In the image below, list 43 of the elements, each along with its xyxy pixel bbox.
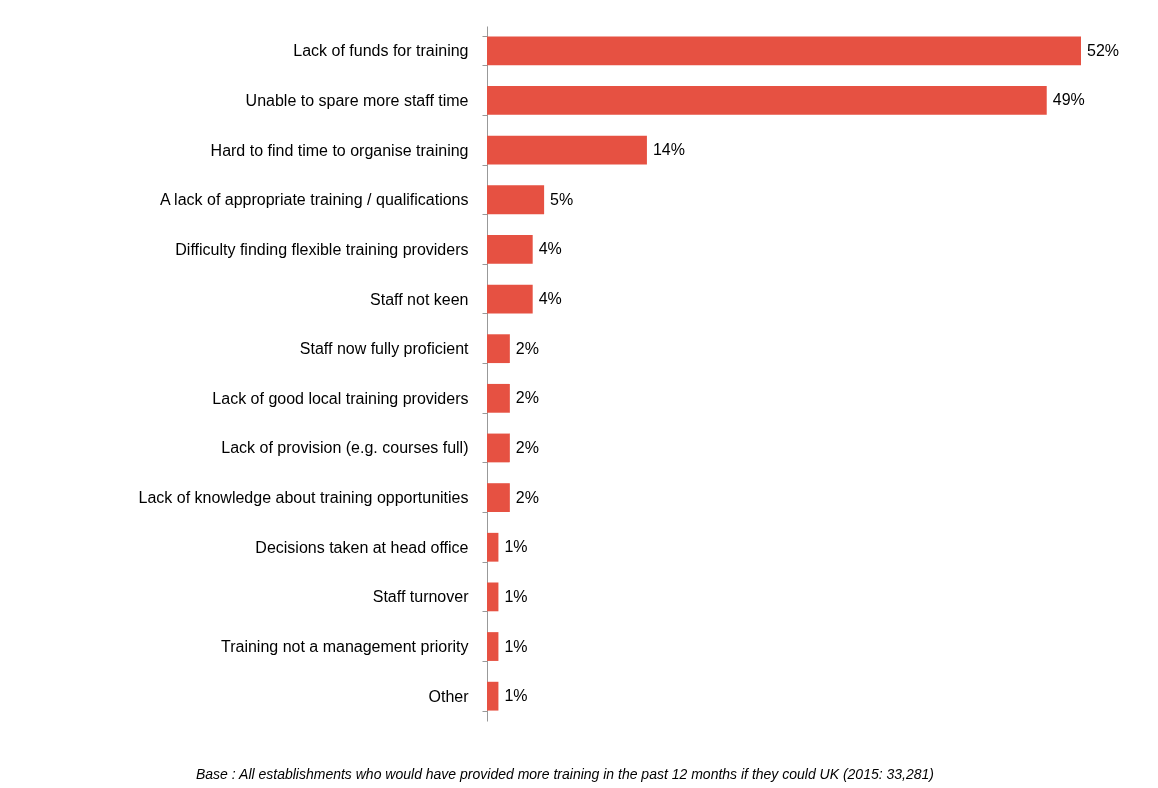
data-label: 1%: [504, 637, 528, 655]
bar: [487, 86, 1047, 115]
text: Base : All establishments who would have provided more training in the past 12 months if they could UK (2015: 33,281): [195, 766, 935, 782]
y-tick-label: Training not a management priority: [220, 638, 469, 656]
data-label: 1%: [504, 538, 528, 556]
data-label: 2%: [515, 389, 539, 407]
data-label: 4%: [538, 240, 562, 258]
y-tick-label: Lack of knowledge about training opportunities: [138, 489, 469, 507]
y-tick-label: Staff now fully proficient: [299, 340, 470, 358]
bar: [487, 433, 510, 463]
bar: [487, 185, 545, 215]
data-label: 14%: [652, 141, 685, 159]
y-tick-label: Staff turnover: [372, 588, 470, 606]
data-label: 1%: [504, 587, 528, 605]
data-label: 2%: [515, 438, 539, 456]
data-label: 2%: [515, 488, 539, 506]
bar: [487, 334, 510, 364]
data-label: 5%: [550, 190, 574, 208]
bar: [487, 532, 499, 562]
data-label: 1%: [504, 687, 528, 705]
data-label: 52%: [1087, 41, 1120, 59]
y-tick-label: Lack of good local training providers: [212, 389, 469, 407]
bar: [487, 284, 533, 314]
bar: [487, 383, 510, 413]
y-tick-label: Difficulty finding flexible training providers: [175, 240, 469, 258]
bar: [487, 632, 499, 661]
y-tick-label: Other: [428, 687, 470, 705]
y-tick-label: Unable to spare more staff time: [245, 91, 469, 109]
y-tick-label: Decisions taken at head office: [255, 538, 469, 556]
data-label: 2%: [515, 339, 539, 357]
bar: [487, 483, 510, 512]
y-tick-label: A lack of appropriate training / qualifications: [159, 191, 469, 209]
y-tick-label: Lack of funds for training: [293, 42, 469, 60]
bar: [487, 582, 499, 612]
data-label: 49%: [1052, 91, 1085, 109]
bar: [487, 36, 1081, 66]
y-tick-label: Staff not keen: [370, 290, 469, 308]
bar: [487, 135, 647, 165]
bar: [487, 681, 499, 711]
data-label: 4%: [538, 290, 562, 308]
y-tick-label: Lack of provision (e.g. courses full): [221, 439, 469, 457]
y-tick-label: Hard to find time to organise training: [210, 141, 469, 159]
bar: [487, 235, 533, 264]
